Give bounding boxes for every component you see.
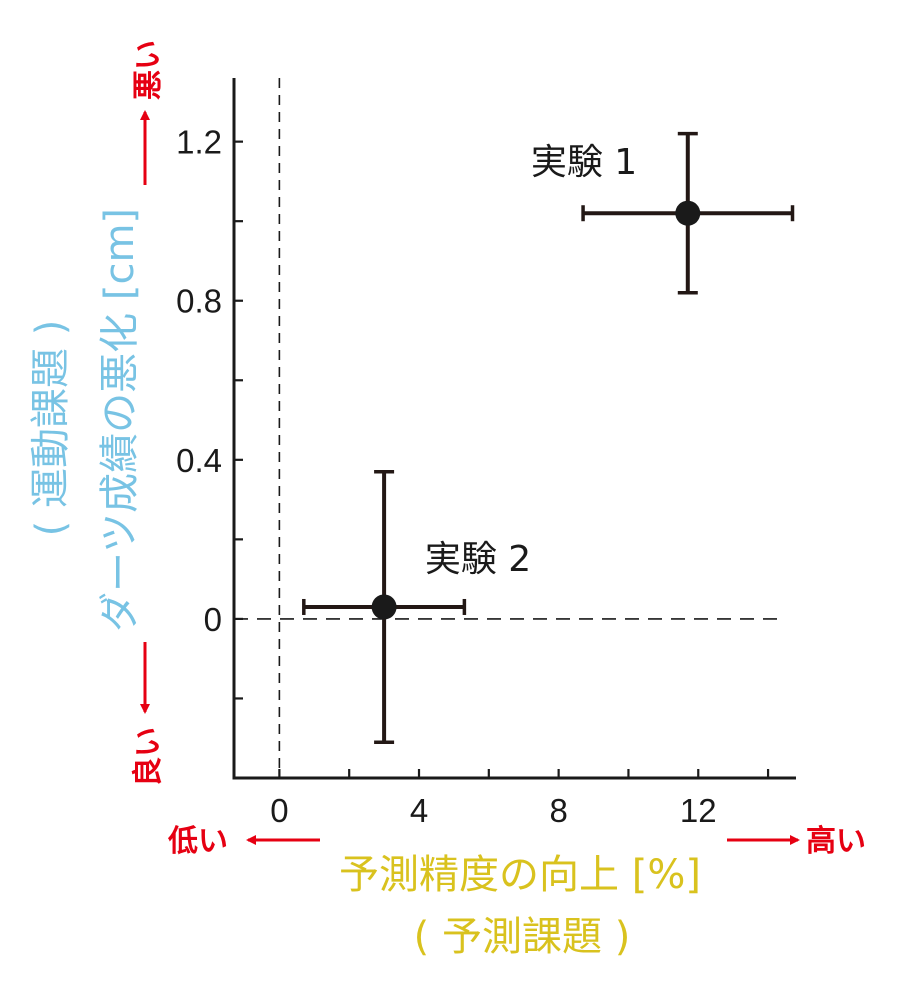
point-label-2: 実験 2 xyxy=(425,539,531,580)
x-axis-sublabel: ( 予測課題 ) xyxy=(414,914,631,960)
x-low-label: 低い xyxy=(167,824,228,859)
x-high-label: 高い xyxy=(806,824,866,859)
tick-labels: 0 4 8 12 0 0.4 0.8 1.2 xyxy=(176,124,716,829)
y-tick-label: 1.2 xyxy=(176,124,222,161)
point-marker xyxy=(675,200,701,226)
y-tick-label: 0.4 xyxy=(176,442,222,479)
point-label-1: 実験 1 xyxy=(531,142,637,183)
data-point-1 xyxy=(581,131,795,295)
y-tick-label: 0.8 xyxy=(176,283,222,320)
y-tick-label: 0 xyxy=(204,601,222,638)
axes xyxy=(232,78,796,780)
y-low-indicator: 良い xyxy=(131,642,166,787)
data-points xyxy=(302,131,795,744)
y-high-indicator: 悪い xyxy=(131,40,166,185)
x-axis-label: 予測精度の向上 [%] xyxy=(339,852,701,898)
x-tick-label: 12 xyxy=(680,792,717,829)
y-axis-label: ダーツ成績の悪化 [cm] xyxy=(97,208,143,632)
ticks xyxy=(234,140,770,778)
data-point-2 xyxy=(302,470,467,744)
y-low-label: 良い xyxy=(131,727,166,787)
y-axis-sublabel: ( 運動課題 ) xyxy=(28,320,74,537)
x-high-indicator: 高い xyxy=(727,824,866,859)
point-marker xyxy=(371,594,397,620)
x-tick-label: 0 xyxy=(270,792,288,829)
x-low-indicator: 低い xyxy=(167,824,320,859)
point-annotations: 実験 1 実験 2 xyxy=(425,142,637,580)
reference-lines xyxy=(234,78,786,778)
y-high-label: 悪い xyxy=(131,40,166,100)
x-tick-label: 8 xyxy=(549,792,567,829)
x-tick-label: 4 xyxy=(410,792,428,829)
